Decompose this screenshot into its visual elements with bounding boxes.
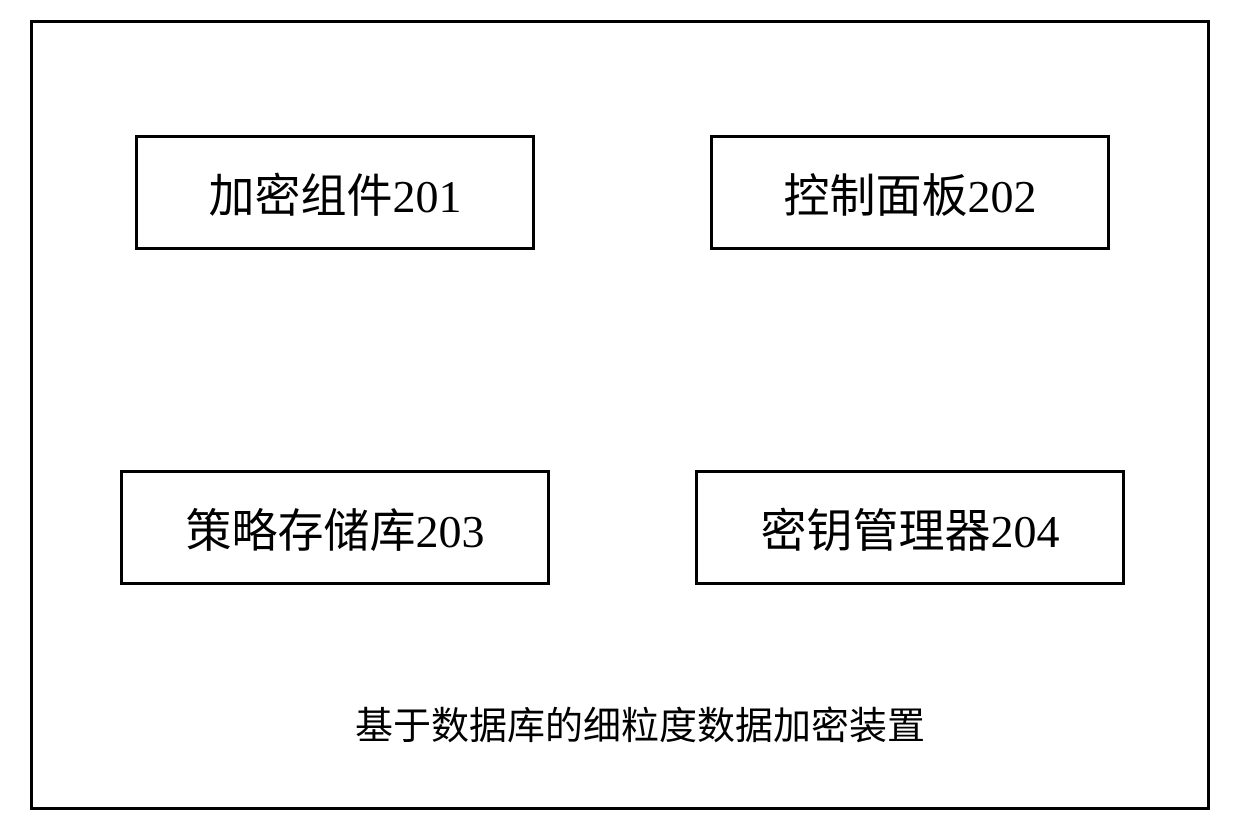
block-label-policy-repository: 策略存储库203 (186, 495, 485, 561)
block-encryption-component: 加密组件201 (135, 135, 535, 250)
block-policy-repository: 策略存储库203 (120, 470, 550, 585)
block-label-encryption-component: 加密组件201 (209, 160, 462, 226)
block-label-control-panel: 控制面板202 (784, 160, 1037, 226)
diagram-caption: 基于数据库的细粒度数据加密装置 (355, 695, 925, 750)
block-key-manager: 密钥管理器204 (695, 470, 1125, 585)
block-control-panel: 控制面板202 (710, 135, 1110, 250)
block-label-key-manager: 密钥管理器204 (761, 495, 1060, 561)
